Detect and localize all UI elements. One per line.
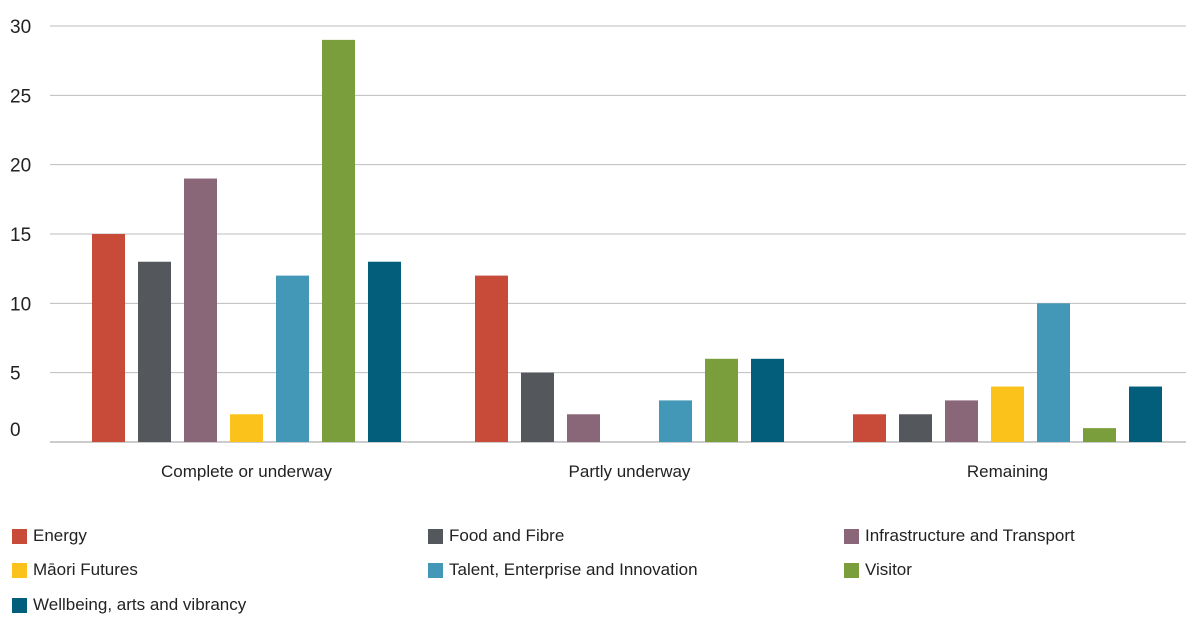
x-category-label: Complete or underway <box>161 462 333 481</box>
legend: Energy Food and Fibre Infrastructure and T… <box>0 520 1186 615</box>
legend-label: Energy <box>33 526 87 545</box>
legend-item: Māori Futures <box>0 558 138 582</box>
legend-item: Energy <box>0 524 87 548</box>
y-tick-label: 10 <box>10 294 31 315</box>
bar <box>92 234 125 442</box>
legend-swatch <box>428 562 443 578</box>
bar <box>1129 386 1162 442</box>
legend-swatch <box>12 562 27 578</box>
bar <box>230 414 263 442</box>
legend-swatch <box>12 597 27 613</box>
bar-chart: 0 5 10 15 20 25 30 Complete or underway Partly … <box>10 17 1186 481</box>
bar <box>899 414 932 442</box>
legend-item: Visitor <box>832 558 912 582</box>
y-tick-label: 15 <box>10 225 31 246</box>
legend-label: Talent, Enterprise and Innovation <box>449 560 698 579</box>
bar <box>945 400 978 442</box>
legend-item: Talent, Enterprise and Innovation <box>416 558 698 582</box>
legend-swatch <box>428 528 443 544</box>
legend-item: Wellbeing, arts and vibrancy <box>0 593 246 617</box>
bar <box>521 372 554 442</box>
bar <box>184 178 217 443</box>
y-tick-label: 20 <box>10 156 31 177</box>
bar <box>659 400 692 442</box>
bars <box>92 39 1162 443</box>
legend-label: Māori Futures <box>33 560 138 579</box>
bar <box>322 39 355 442</box>
x-axis-labels: Complete or underway Partly underway Remai… <box>161 462 1048 481</box>
bar <box>475 275 508 442</box>
legend-swatch <box>844 562 859 578</box>
bar <box>276 275 309 442</box>
bar <box>751 358 784 442</box>
bar <box>991 386 1024 442</box>
bar <box>1037 303 1070 442</box>
bar <box>705 358 738 442</box>
y-tick-label: 25 <box>10 86 31 107</box>
legend-item: Food and Fibre <box>416 524 564 548</box>
x-category-label: Partly underway <box>569 462 691 481</box>
legend-label: Infrastructure and Transport <box>865 526 1075 545</box>
bar <box>853 414 886 442</box>
legend-label: Food and Fibre <box>449 526 565 545</box>
bar <box>138 261 171 442</box>
bar <box>1083 428 1116 442</box>
legend-label: Visitor <box>865 560 912 579</box>
bar <box>567 414 600 442</box>
legend-swatch <box>844 528 859 544</box>
legend-item: Infrastructure and Transport <box>832 524 1075 548</box>
legend-swatch <box>12 528 27 544</box>
legend-label: Wellbeing, arts and vibrancy <box>33 595 247 614</box>
y-tick-label: 30 <box>10 17 31 38</box>
y-tick-label: 0 <box>10 420 21 441</box>
y-axis-ticks: 0 5 10 15 20 25 30 <box>10 17 31 441</box>
y-tick-label: 5 <box>10 364 21 385</box>
bar <box>368 261 401 442</box>
gridlines <box>50 25 1186 443</box>
x-category-label: Remaining <box>967 462 1048 481</box>
